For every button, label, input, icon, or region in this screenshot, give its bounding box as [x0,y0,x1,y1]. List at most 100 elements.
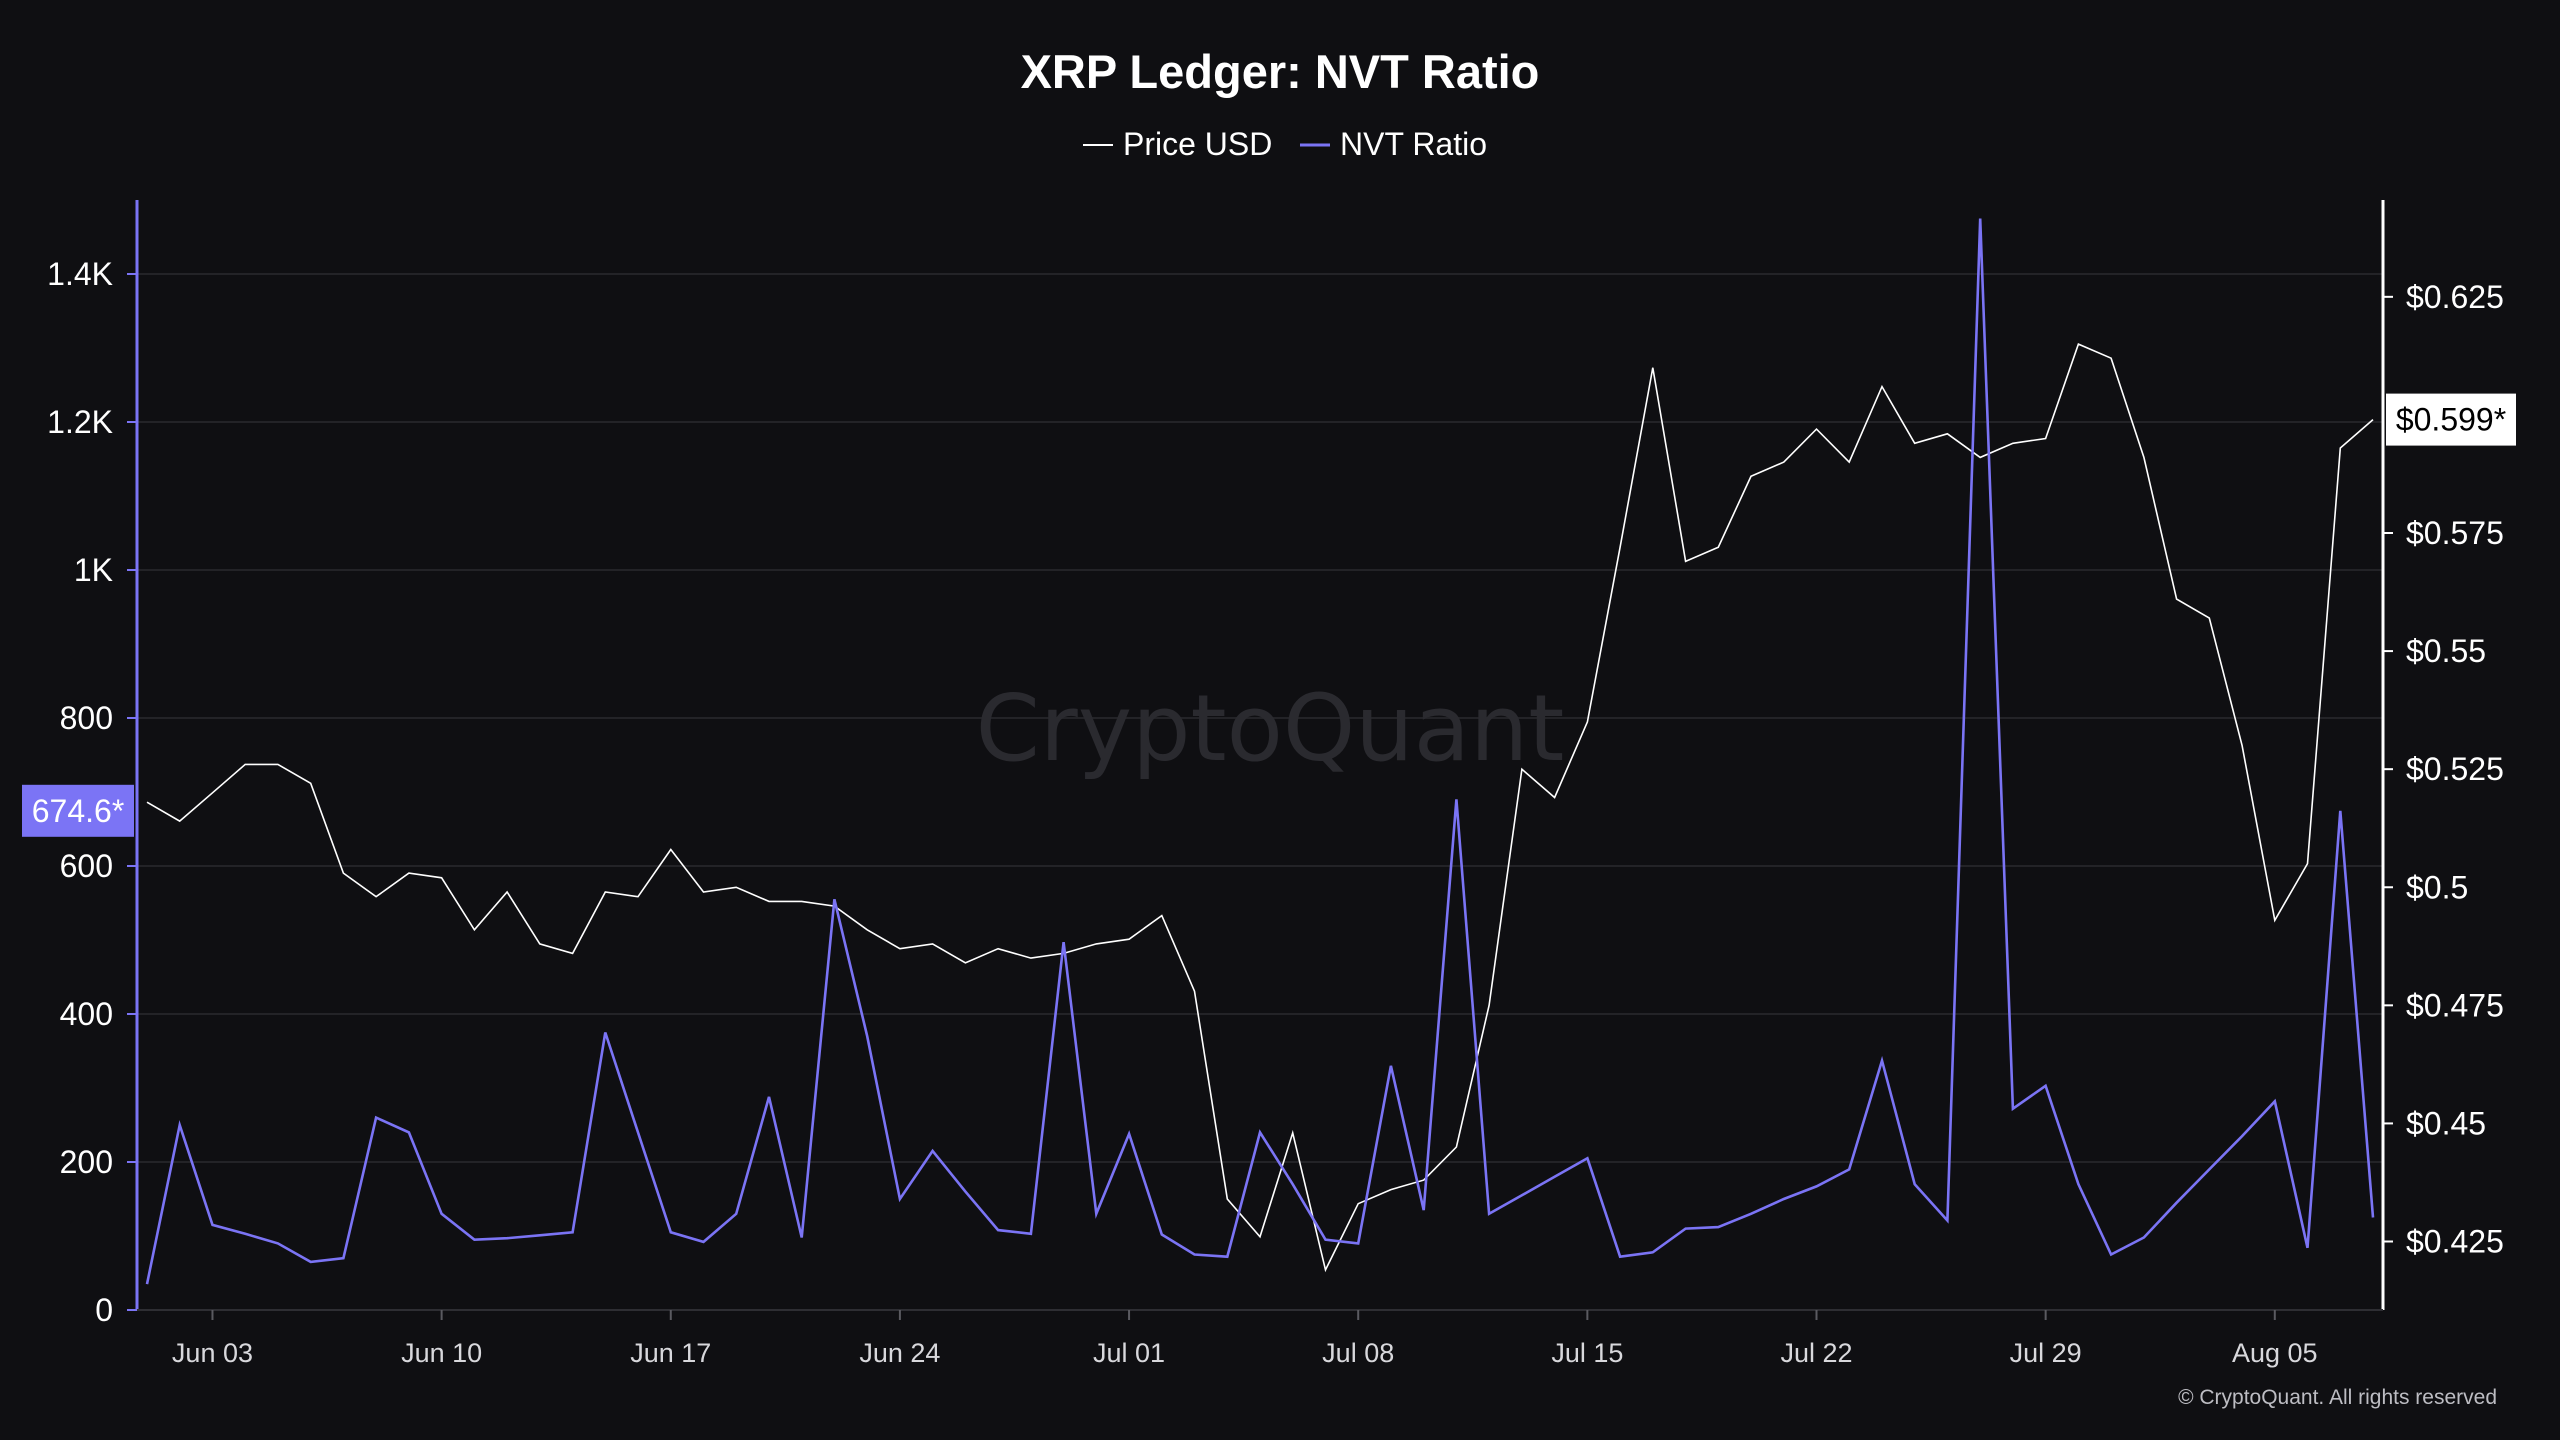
nvt-ratio-point[interactable] [863,1032,871,1040]
price-usd-point[interactable] [601,888,609,896]
nvt-ratio-point[interactable] [1911,1180,1919,1188]
price-usd-point[interactable] [1092,940,1100,948]
nvt-ratio-point[interactable] [569,1228,577,1236]
nvt-ratio-point[interactable] [1322,1236,1330,1244]
nvt-ratio-point[interactable] [1158,1231,1166,1239]
nvt-ratio-point[interactable] [634,1128,642,1136]
nvt-ratio-point[interactable] [209,1221,217,1229]
price-usd-point[interactable] [1649,364,1657,372]
nvt-ratio-point[interactable] [1682,1225,1690,1233]
price-usd-point[interactable] [1616,543,1624,551]
nvt-ratio-point[interactable] [438,1210,446,1218]
nvt-ratio-point[interactable] [896,1195,904,1203]
price-usd-point[interactable] [569,949,577,957]
price-usd-point[interactable] [2107,354,2115,362]
nvt-ratio-point[interactable] [1649,1248,1657,1256]
price-usd-point[interactable] [798,897,806,905]
nvt-ratio-point[interactable] [339,1254,347,1262]
price-usd-point[interactable] [470,926,478,934]
price-usd-point[interactable] [438,874,446,882]
price-usd-point[interactable] [700,888,708,896]
nvt-ratio-point[interactable] [929,1147,937,1155]
price-usd-point[interactable] [765,897,773,905]
price-usd-point[interactable] [1551,794,1559,802]
price-usd-point[interactable] [2369,416,2377,424]
price-usd-point[interactable] [2140,453,2148,461]
price-usd-point[interactable] [274,760,282,768]
nvt-ratio-point[interactable] [405,1128,413,1136]
nvt-ratio-point[interactable] [830,895,838,903]
nvt-ratio-point[interactable] [1420,1206,1428,1214]
nvt-ratio-point[interactable] [1452,795,1460,803]
nvt-ratio-point[interactable] [1060,938,1068,946]
price-usd-point[interactable] [1682,557,1690,565]
price-usd-point[interactable] [1060,949,1068,957]
legend-item-price[interactable]: Price USD [1083,126,1272,162]
nvt-ratio-point[interactable] [2336,807,2344,815]
nvt-ratio-point[interactable] [1813,1182,1821,1190]
nvt-ratio-point[interactable] [994,1226,1002,1234]
nvt-ratio-point[interactable] [1943,1217,1951,1225]
price-usd-point[interactable] [1387,1186,1395,1194]
nvt-ratio-point[interactable] [1485,1210,1493,1218]
price-usd-point[interactable] [241,760,249,768]
price-usd-point[interactable] [1976,453,1984,461]
nvt-ratio-point[interactable] [2107,1251,2115,1259]
nvt-ratio-point[interactable] [1747,1210,1755,1218]
price-usd-point[interactable] [1747,472,1755,480]
price-usd-point[interactable] [1223,1195,1231,1203]
price-usd-point[interactable] [961,959,969,967]
price-usd-point[interactable] [503,888,511,896]
nvt-ratio-point[interactable] [536,1231,544,1239]
price-usd-point[interactable] [2304,860,2312,868]
nvt-ratio-point[interactable] [700,1238,708,1246]
nvt-ratio-point[interactable] [1780,1195,1788,1203]
price-usd-point[interactable] [405,869,413,877]
nvt-ratio-point[interactable] [2140,1234,2148,1242]
nvt-ratio-point[interactable] [2304,1244,2312,1252]
nvt-ratio-point[interactable] [1714,1223,1722,1231]
price-usd-point[interactable] [1911,439,1919,447]
price-usd-point[interactable] [209,789,217,797]
nvt-ratio-point[interactable] [274,1239,282,1247]
nvt-ratio-point[interactable] [1256,1128,1264,1136]
nvt-ratio-point[interactable] [2173,1199,2181,1207]
price-usd-point[interactable] [2074,340,2082,348]
nvt-ratio-point[interactable] [1551,1173,1559,1181]
nvt-ratio-point[interactable] [241,1230,249,1238]
nvt-ratio-point[interactable] [1387,1062,1395,1070]
nvt-ratio-point[interactable] [1518,1191,1526,1199]
nvt-ratio-point[interactable] [1289,1180,1297,1188]
price-usd-point[interactable] [2205,614,2213,622]
price-usd-point[interactable] [1027,954,1035,962]
price-usd-point[interactable] [994,945,1002,953]
legend-item-nvt[interactable]: NVT Ratio [1300,126,1487,162]
price-usd-point[interactable] [2173,595,2181,603]
nvt-ratio-point[interactable] [2074,1180,2082,1188]
price-usd-point[interactable] [1452,1143,1460,1151]
nvt-ratio-point[interactable] [1125,1130,1133,1138]
price-usd-point[interactable] [2042,435,2050,443]
price-usd-point[interactable] [1485,1001,1493,1009]
nvt-ratio-point[interactable] [2009,1105,2017,1113]
nvt-ratio-point[interactable] [1616,1253,1624,1261]
nvt-ratio-point[interactable] [798,1234,806,1242]
nvt-ratio-point[interactable] [2205,1165,2213,1173]
price-usd-point[interactable] [339,869,347,877]
price-usd-point[interactable] [896,945,904,953]
price-usd-point[interactable] [143,798,151,806]
price-usd-point[interactable] [2009,439,2017,447]
nvt-ratio-point[interactable] [1976,215,1984,223]
price-usd-point[interactable] [929,940,937,948]
nvt-ratio-point[interactable] [1354,1239,1362,1247]
nvt-ratio-point[interactable] [176,1121,184,1129]
price-usd-point[interactable] [1943,430,1951,438]
price-usd-point[interactable] [2238,742,2246,750]
price-usd-point[interactable] [1714,543,1722,551]
nvt-ratio-point[interactable] [2369,1214,2377,1222]
nvt-ratio-point[interactable] [307,1258,315,1266]
nvt-ratio-point[interactable] [372,1114,380,1122]
nvt-ratio-point[interactable] [143,1280,151,1288]
price-usd-point[interactable] [1813,425,1821,433]
price-usd-point[interactable] [1780,458,1788,466]
